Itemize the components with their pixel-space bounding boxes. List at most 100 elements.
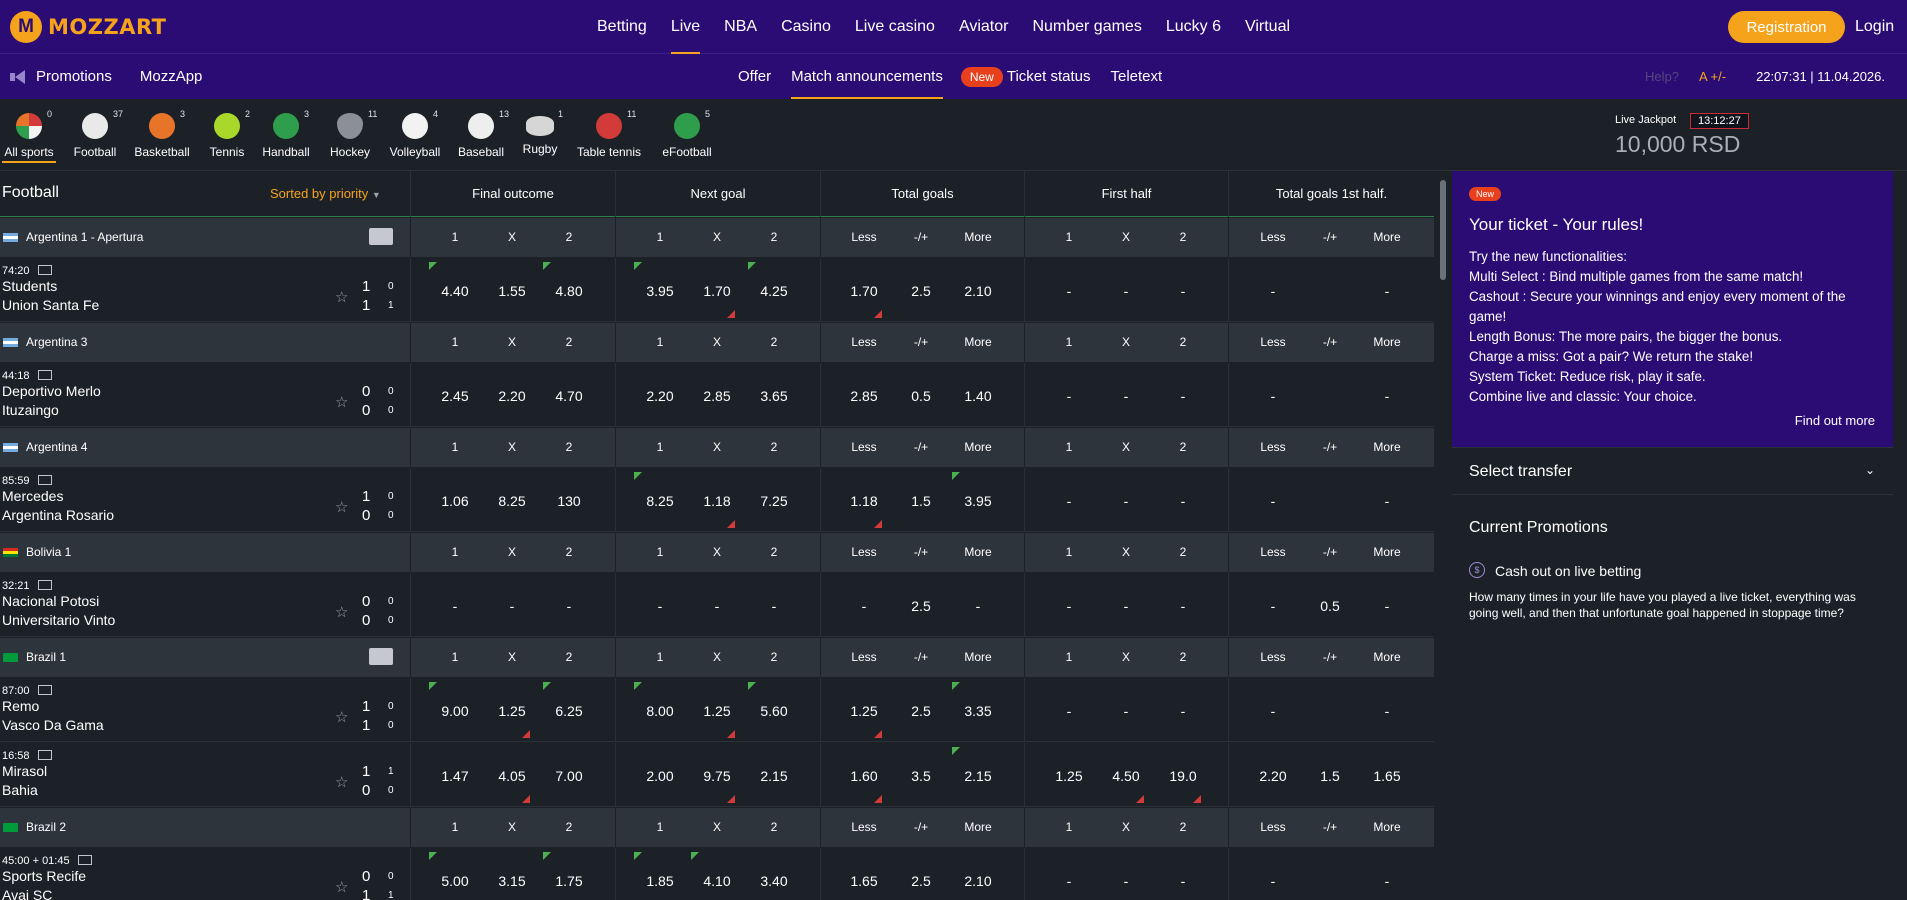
match-row[interactable]: 87:00 Remo Vasco Da Gama ☆ 1 1 0 0 9.00 1.25 6.25 8… [0, 678, 1434, 742]
odd-cell[interactable]: 4.05 [498, 768, 526, 784]
tab-match-announcements[interactable]: Match announcements [781, 54, 953, 99]
odd-cell[interactable]: 2.45 [441, 388, 469, 404]
odd-cell[interactable]: - [1384, 283, 1390, 299]
odd-cell[interactable]: 5.00 [441, 873, 469, 889]
league-name[interactable]: Argentina 1 - Apertura [26, 230, 144, 244]
league-name[interactable]: Bolivia 1 [26, 545, 72, 559]
odd-cell[interactable]: 1.70 [703, 283, 731, 299]
odd-cell[interactable]: - [1180, 493, 1186, 509]
odd-cell[interactable]: - [1123, 598, 1129, 614]
tab-offer[interactable]: Offer [738, 68, 772, 85]
odd-cell[interactable]: 1.18 [703, 493, 731, 509]
favorite-star-icon[interactable]: ☆ [335, 394, 349, 411]
odd-cell[interactable]: 0.5 [911, 388, 931, 404]
nav-casino[interactable]: Casino [781, 18, 831, 35]
odd-cell[interactable]: - [657, 598, 663, 614]
live-stream-icon[interactable] [37, 580, 52, 590]
odd-cell[interactable]: 2.20 [1259, 768, 1287, 784]
odd-cell[interactable]: 8.25 [646, 493, 674, 509]
odd-cell[interactable]: 8.25 [498, 493, 526, 509]
odd-cell[interactable]: - [1066, 598, 1072, 614]
odd-cell[interactable]: 19.0 [1169, 768, 1197, 784]
odd-cell[interactable]: - [1123, 873, 1129, 889]
odd-cell[interactable]: 1.85 [646, 873, 674, 889]
odd-cell[interactable]: - [1384, 598, 1390, 614]
odd-cell[interactable]: 3.95 [646, 283, 674, 299]
odd-cell[interactable]: - [771, 598, 777, 614]
odd-cell[interactable]: 1.55 [498, 283, 526, 299]
odd-cell[interactable]: 2.85 [703, 388, 731, 404]
odd-cell[interactable]: - [452, 598, 458, 614]
stats-chart-icon[interactable] [369, 648, 393, 665]
odd-cell[interactable]: 2.5 [911, 598, 931, 614]
sport-basketball[interactable]: 3 Basketball [132, 99, 192, 171]
sport-all-sports[interactable]: 0 All sports [2, 99, 56, 171]
favorite-star-icon[interactable]: ☆ [335, 604, 349, 621]
odd-cell[interactable]: 7.00 [555, 768, 583, 784]
odd-cell[interactable]: - [1270, 493, 1276, 509]
live-stream-icon[interactable] [37, 265, 52, 275]
promotions-link[interactable]: Promotions [36, 68, 112, 85]
sport-handball[interactable]: 3 Handball [260, 99, 312, 171]
odd-cell[interactable]: - [1066, 493, 1072, 509]
font-size-toggle[interactable]: A +/- [1698, 69, 1727, 84]
table-scrollbar[interactable] [1440, 180, 1446, 280]
odd-cell[interactable]: 2.5 [911, 703, 931, 719]
odd-cell[interactable]: 9.00 [441, 703, 469, 719]
odd-cell[interactable]: - [1270, 598, 1276, 614]
odd-cell[interactable]: 4.50 [1112, 768, 1140, 784]
sport-tennis[interactable]: 2 Tennis [207, 99, 250, 171]
odd-cell[interactable]: 4.25 [760, 283, 788, 299]
registration-button[interactable]: Registration [1728, 11, 1845, 43]
odd-cell[interactable]: - [1384, 703, 1390, 719]
odd-cell[interactable]: 1.65 [850, 873, 878, 889]
league-name[interactable]: Argentina 4 [26, 440, 88, 454]
odd-cell[interactable]: - [509, 598, 515, 614]
nav-lucky-6[interactable]: Lucky 6 [1165, 18, 1221, 35]
odd-cell[interactable]: 2.85 [850, 388, 878, 404]
tab-teletext[interactable]: Teletext [1110, 68, 1163, 85]
odd-cell[interactable]: 4.10 [703, 873, 731, 889]
odd-cell[interactable]: 1.40 [964, 388, 992, 404]
odd-cell[interactable]: - [566, 598, 572, 614]
odd-cell[interactable]: 1.60 [850, 768, 878, 784]
odd-cell[interactable]: 2.00 [646, 768, 674, 784]
help-link[interactable]: Help? [1645, 69, 1679, 84]
odd-cell[interactable]: 130 [557, 493, 581, 509]
odd-cell[interactable]: - [1384, 493, 1390, 509]
odd-cell[interactable]: - [1066, 873, 1072, 889]
odd-cell[interactable]: 2.5 [911, 283, 931, 299]
odd-cell[interactable]: - [1123, 703, 1129, 719]
odd-cell[interactable]: 2.5 [911, 873, 931, 889]
odd-cell[interactable]: - [714, 598, 720, 614]
odd-cell[interactable]: - [1180, 598, 1186, 614]
odd-cell[interactable]: - [1123, 493, 1129, 509]
odd-cell[interactable]: 7.25 [760, 493, 788, 509]
mozzart-logo[interactable]: M MOZZART [10, 10, 167, 44]
live-stream-icon[interactable] [37, 475, 52, 485]
odd-cell[interactable]: - [1123, 388, 1129, 404]
nav-nba[interactable]: NBA [724, 18, 758, 35]
odd-cell[interactable]: 1.25 [703, 703, 731, 719]
odd-cell[interactable]: 1.75 [555, 873, 583, 889]
odd-cell[interactable]: 1.18 [850, 493, 878, 509]
league-name[interactable]: Brazil 1 [26, 650, 67, 664]
odd-cell[interactable]: 2.20 [646, 388, 674, 404]
odd-cell[interactable]: 3.35 [964, 703, 992, 719]
odd-cell[interactable]: - [1123, 283, 1129, 299]
odd-cell[interactable]: - [1066, 703, 1072, 719]
odd-cell[interactable]: 3.95 [964, 493, 992, 509]
nav-number-games[interactable]: Number games [1032, 18, 1142, 35]
match-row[interactable]: 45:00 + 01:45 Sports Recife Avai SC ☆ 0 1 0 1 5.… [0, 848, 1434, 900]
odd-cell[interactable]: 3.15 [498, 873, 526, 889]
sport-football[interactable]: 37 Football [70, 99, 123, 171]
nav-betting[interactable]: Betting [597, 18, 647, 35]
odd-cell[interactable]: 3.65 [760, 388, 788, 404]
odd-cell[interactable]: 1.47 [441, 768, 469, 784]
odd-cell[interactable]: - [1384, 388, 1390, 404]
sport-rugby[interactable]: 1 Rugby [522, 99, 563, 171]
live-stream-icon[interactable] [37, 370, 52, 380]
odd-cell[interactable]: 2.10 [964, 283, 992, 299]
odd-cell[interactable]: 1.25 [1055, 768, 1083, 784]
odd-cell[interactable]: 4.40 [441, 283, 469, 299]
